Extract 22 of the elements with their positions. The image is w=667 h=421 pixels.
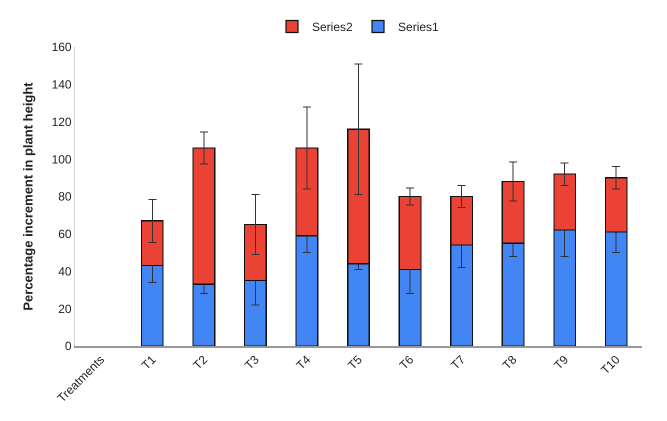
x-tick-label: T6: [396, 352, 417, 372]
y-axis-title: Percentage increment in plant height: [20, 82, 36, 311]
x-tick-label: T4: [294, 352, 314, 372]
y-tick-label: 40: [58, 264, 72, 278]
y-tick-label: 100: [52, 152, 72, 166]
x-tick-label: T1: [138, 352, 159, 372]
legend-label: Series1: [398, 20, 440, 34]
y-tick-label: 160: [52, 40, 72, 54]
y-tick-label: 60: [58, 227, 72, 242]
x-tick-label: T3: [242, 352, 262, 372]
y-tick-label: 140: [52, 78, 72, 92]
y-tick-label: 20: [58, 302, 72, 316]
y-tick-label: 0: [64, 339, 72, 354]
x-tick-label: T9: [551, 352, 572, 372]
x-tick-label: T5: [345, 352, 366, 372]
x-tick-label: T2: [190, 352, 210, 372]
x-tick-label: T10: [598, 352, 623, 378]
y-tick-label: 120: [52, 114, 72, 129]
x-tick-label: T7: [448, 352, 468, 372]
y-tick-label: 80: [58, 190, 72, 204]
x-tick-label: T8: [500, 352, 520, 372]
legend-label: Series2: [312, 20, 354, 34]
